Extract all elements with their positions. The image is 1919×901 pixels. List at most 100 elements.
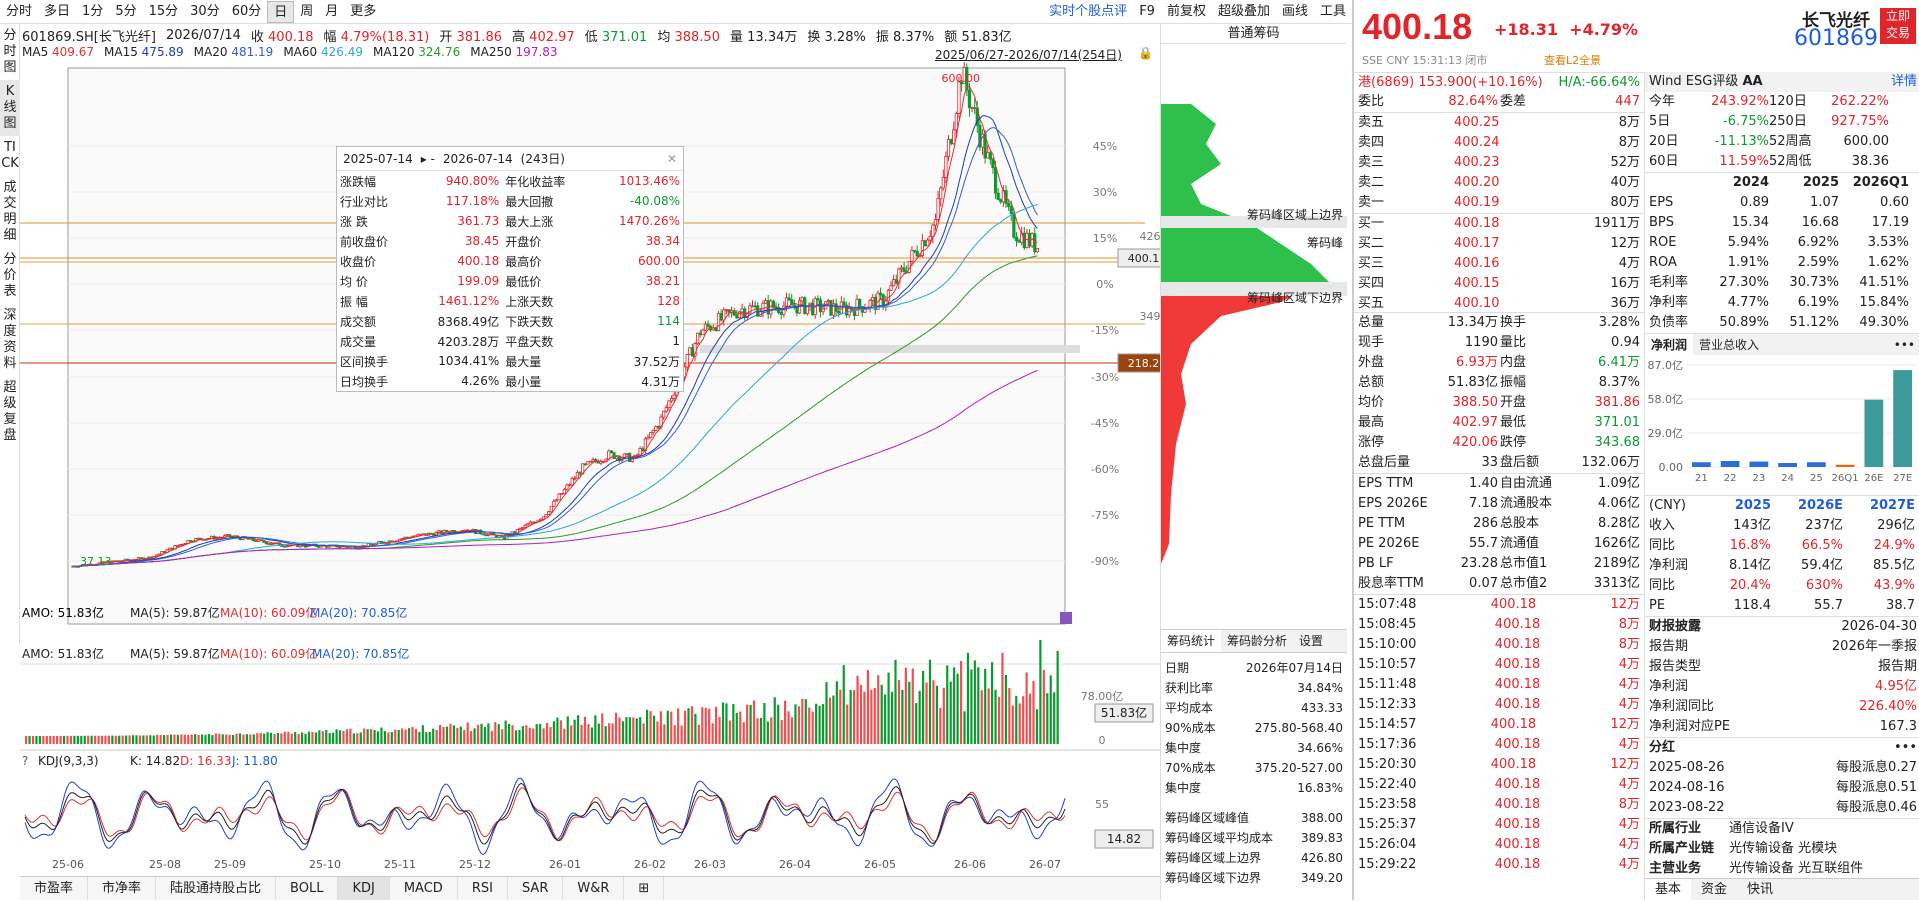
level: 买五 [1358, 296, 1385, 311]
candle-body [928, 235, 932, 241]
esg-detail-link[interactable]: 详情 [1890, 74, 1917, 89]
more-icon[interactable]: ••• [1893, 740, 1917, 755]
period-月[interactable]: 月 [325, 3, 339, 19]
vol-bar [625, 717, 628, 744]
candle-body [811, 302, 815, 316]
indicator-tab-市盈率[interactable]: 市盈率 [20, 877, 89, 900]
vol-bar [76, 735, 79, 744]
k2: 总股本 [1500, 516, 1540, 531]
k1: 委比 [1358, 94, 1385, 109]
period-日[interactable]: 日 [267, 0, 295, 23]
chip-tab[interactable]: 设置 [1299, 634, 1324, 648]
candle-body [283, 545, 287, 548]
vol-bar [28, 735, 31, 744]
date-range[interactable]: 2025/06/27-2026/07/14(254日) [935, 48, 1122, 62]
vtab-分时图[interactable]: 分时图 [3, 28, 17, 75]
close-icon[interactable]: ✕ [666, 151, 677, 166]
indicator-tab-陆股通持股占比[interactable]: 陆股通持股占比 [156, 877, 277, 900]
add-tab-icon[interactable]: ⊞ [624, 877, 665, 900]
vol-bar [649, 711, 652, 744]
hk-quote[interactable]: 港(6869) 153.900(+10.16%) [1358, 75, 1543, 90]
np-ytick: 29.0亿 [1648, 427, 1684, 440]
toolbar-工具[interactable]: 工具 [1319, 3, 1346, 19]
trade-button[interactable]: 立即 交易 [1880, 8, 1916, 44]
est-cell: 43.9% [1873, 578, 1915, 593]
vtab-分价表[interactable]: 分价表 [3, 252, 17, 299]
end-date[interactable]: 2026-07-14 [442, 151, 513, 166]
toolbar-画线[interactable]: 画线 [1281, 3, 1308, 19]
fin-cell: 16.68 [1801, 215, 1839, 230]
tick-vol: 4万 [1618, 817, 1640, 832]
indicator-tab-市净率[interactable]: 市净率 [88, 877, 157, 900]
tag-218: 218.21 [1128, 357, 1160, 370]
candle-body [575, 472, 580, 479]
tick-row: 15:29:22 400.18 4万 [1354, 855, 1644, 875]
period-30分[interactable]: 30分 [190, 3, 220, 19]
quote-date: 2026/07/14 [165, 27, 241, 43]
x-tick: 26-01 [549, 858, 581, 871]
chip-tab[interactable]: 筹码龄分析 [1227, 634, 1288, 648]
vtab-深度资料[interactable]: 深度资料 [3, 308, 17, 371]
period-15分[interactable]: 15分 [148, 3, 179, 19]
vol-bar [1028, 693, 1032, 744]
vol-bar [435, 729, 438, 744]
right-tab-快讯[interactable]: 快讯 [1747, 882, 1774, 897]
toolbar-实时个股点评[interactable]: 实时个股点评 [1049, 3, 1128, 19]
tab-revenue[interactable]: 营业总收入 [1699, 338, 1760, 352]
period-周[interactable]: 周 [300, 3, 314, 19]
vol-bar [752, 700, 756, 744]
vtab-超级复盘[interactable]: 超级复盘 [3, 380, 17, 443]
popup-table: 涨跌幅 940.80% 年化收益率 1013.46% 行业对比 117.18% 最大回撤 -4… [337, 171, 683, 391]
vol-bar [273, 734, 276, 744]
indicator-tab-W&R[interactable]: W&R [563, 877, 625, 900]
stat-row: PE 2026E 55.7 流通值 1626亿 [1354, 534, 1644, 554]
toolbar-前复权[interactable]: 前复权 [1166, 3, 1206, 19]
candle-body [986, 152, 990, 159]
l: EPS 2026E 7.18 [1358, 494, 1498, 514]
toolbar-超级叠加[interactable]: 超级叠加 [1217, 3, 1270, 19]
right-tab-资金[interactable]: 资金 [1701, 882, 1728, 897]
period-多日[interactable]: 多日 [44, 3, 71, 19]
period-1分[interactable]: 1分 [82, 3, 104, 19]
perf-cell: 20日 [1649, 134, 1679, 149]
vol-bar [245, 734, 248, 744]
vol-bar [173, 734, 176, 744]
indicator-tab-RSI[interactable]: RSI [458, 877, 508, 900]
vtab-TICK[interactable]: TICK [1, 140, 19, 171]
k2: 最低 [1500, 415, 1527, 430]
vol-bar [566, 716, 569, 744]
candle-body [484, 534, 488, 537]
est-head: (CNY) 2025 2026E 2027E [1645, 496, 1919, 516]
indicator-tab-SAR[interactable]: SAR [508, 877, 564, 900]
period-分时[interactable]: 分时 [6, 3, 33, 19]
amp-value: 8.37% [892, 29, 935, 45]
candle-body [954, 113, 958, 131]
vol-bar [763, 703, 766, 744]
indicator-tab-MACD[interactable]: MACD [390, 877, 458, 900]
v1: 51.83亿 [1447, 375, 1498, 390]
vol-bar [887, 672, 890, 744]
stat-row: 均价 388.50 开盘 381.86 [1354, 393, 1644, 413]
l2-link[interactable]: 查看L2全景 [1544, 54, 1602, 67]
lock-icon[interactable]: 🔒 [1138, 46, 1153, 60]
indicator-tab-KDJ[interactable]: KDJ [338, 877, 390, 900]
vtab-K线图[interactable]: K线图 [0, 80, 20, 136]
period-更多[interactable]: 更多 [350, 3, 377, 19]
vtab-成交明细[interactable]: 成交明细 [3, 180, 17, 243]
more-icon[interactable]: ••• [1893, 338, 1915, 352]
vol-bar [570, 725, 573, 744]
toolbar-F9[interactable]: F9 [1139, 3, 1155, 19]
tab-net-profit[interactable]: 净利润 [1645, 334, 1694, 355]
chip-tab[interactable]: 筹码统计 [1161, 630, 1222, 652]
right-tab-基本[interactable]: 基本 [1645, 879, 1692, 900]
vol-bar [335, 729, 338, 744]
candle-body [750, 305, 755, 308]
start-date[interactable]: 2025-07-14 [343, 151, 413, 166]
fin-cell: BPS [1649, 215, 1675, 230]
indicator-tab-BOLL[interactable]: BOLL [276, 877, 339, 900]
amo-label: AMO: 51.83亿 [22, 646, 104, 661]
period-5分[interactable]: 5分 [115, 3, 137, 19]
vol-bar [866, 669, 869, 744]
period-60分[interactable]: 60分 [231, 3, 262, 19]
x-tick: 26-05 [864, 858, 896, 871]
